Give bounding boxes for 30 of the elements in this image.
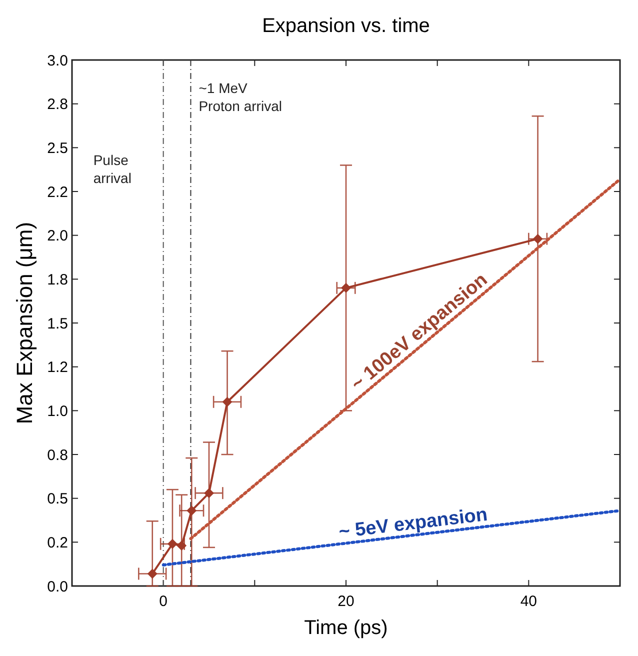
x-tick-label: 20 [338, 593, 354, 610]
y-tick-label: 1.2 [47, 359, 68, 376]
x-axis-title: Time (ps) [304, 617, 388, 639]
y-tick-label: 1.8 [47, 271, 68, 288]
point [222, 396, 232, 407]
ref-line-label: ~1 MeV Proton arrival [198, 80, 282, 114]
y-tick-label: 0.5 [47, 490, 68, 508]
y-tick-label: 0.8 [47, 446, 68, 464]
point [532, 234, 543, 244]
y-tick-label: 2.2 [47, 184, 68, 201]
point [167, 538, 178, 549]
y-tick-label: 1.5 [47, 315, 68, 332]
y-tick-label: 2.8 [47, 96, 68, 114]
ref-line-label: Pulse arrival [93, 152, 132, 186]
point [341, 282, 351, 293]
text: ~ 5eV expansion [338, 504, 489, 543]
x-tick-label: 0 [159, 593, 168, 610]
point [176, 540, 187, 551]
y-tick-label: 0.0 [47, 578, 68, 596]
point [204, 488, 214, 498]
point [147, 568, 158, 579]
y-tick-label: 2.0 [47, 228, 68, 245]
y-axis-title: Max Expansion (μm) [12, 222, 37, 424]
x-tick-label: 40 [520, 593, 538, 610]
chart-title: Expansion vs. time [262, 15, 430, 37]
y-tick-label: 3.0 [47, 52, 68, 70]
y-tick-label: 1.0 [47, 402, 68, 420]
y-tick-label: 2.5 [47, 140, 68, 157]
y-tick-label: 0.2 [47, 534, 68, 552]
point [186, 506, 197, 516]
